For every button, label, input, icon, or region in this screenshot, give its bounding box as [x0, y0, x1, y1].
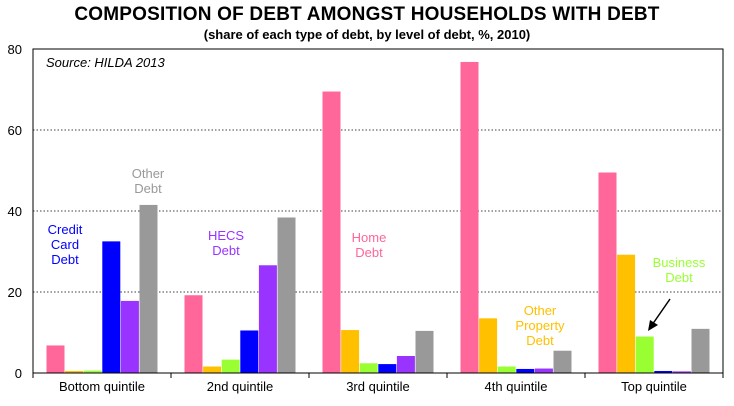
- annotation-credit-card: Credit: [48, 222, 83, 237]
- plot-frame: [32, 48, 724, 374]
- x-tick-label: 2nd quintile: [207, 379, 274, 394]
- bar-hecs: [258, 265, 277, 373]
- arrow-line: [651, 298, 671, 326]
- bar-other: [691, 328, 710, 373]
- bar-other: [139, 204, 158, 373]
- bar-credit-card: [240, 330, 259, 373]
- bar-credit-card: [654, 370, 673, 373]
- bar-home: [184, 295, 203, 373]
- bar-business: [359, 363, 378, 373]
- y-tick-label: 0: [15, 366, 22, 381]
- bar-other-property: [617, 254, 636, 373]
- bar-business: [497, 366, 516, 373]
- annotation-credit-card: Card: [51, 237, 79, 252]
- bar-business: [635, 336, 654, 373]
- annotation-hecs: HECS: [208, 228, 244, 243]
- x-tick-label: 3rd quintile: [346, 379, 410, 394]
- bar-other-property: [203, 366, 222, 373]
- annotation-other-property: Other: [524, 303, 557, 318]
- bar-business: [83, 370, 102, 373]
- bar-other-property: [65, 370, 84, 373]
- bar-business: [221, 359, 240, 373]
- y-tick-label: 80: [8, 42, 22, 57]
- x-tick-label: Bottom quintile: [59, 379, 145, 394]
- annotation-other-property: Property: [515, 318, 565, 333]
- annotation-business: Business: [653, 255, 706, 270]
- annotation-business: Debt: [665, 270, 693, 285]
- y-tick-label: 60: [8, 123, 22, 138]
- bar-home: [46, 345, 65, 373]
- chart-subtitle: (share of each type of debt, by level of…: [203, 27, 531, 42]
- bar-home: [322, 91, 341, 374]
- annotation-other: Debt: [134, 181, 162, 196]
- bar-credit-card: [516, 368, 535, 373]
- x-tick-label: 4th quintile: [485, 379, 548, 394]
- bar-other: [415, 330, 434, 373]
- annotation-home: Home: [352, 230, 387, 245]
- bar-other-property: [341, 330, 360, 373]
- bar-hecs: [120, 300, 139, 373]
- bar-hecs: [396, 355, 415, 373]
- y-tick-label: 40: [8, 204, 22, 219]
- annotation-hecs: Debt: [212, 243, 240, 258]
- bar-hecs: [534, 368, 553, 373]
- bar-hecs: [672, 371, 691, 373]
- annotation-other: Other: [132, 166, 165, 181]
- y-tick-label: 20: [8, 285, 22, 300]
- annotation-home: Debt: [355, 245, 383, 260]
- bar-credit-card: [378, 364, 397, 373]
- bar-other-property: [479, 318, 498, 373]
- annotation-other-property: Debt: [526, 333, 554, 348]
- bar-home: [460, 61, 479, 374]
- bar-other: [553, 350, 572, 373]
- bar-other: [277, 217, 296, 373]
- annotation-credit-card: Debt: [51, 252, 79, 267]
- chart-title: COMPOSITION OF DEBT AMONGST HOUSEHOLDS W…: [74, 4, 660, 25]
- source-note: Source: HILDA 2013: [46, 55, 166, 70]
- arrow-head: [648, 320, 658, 331]
- bar-credit-card: [102, 241, 121, 373]
- x-tick-label: Top quintile: [621, 379, 687, 394]
- bar-home: [598, 172, 617, 373]
